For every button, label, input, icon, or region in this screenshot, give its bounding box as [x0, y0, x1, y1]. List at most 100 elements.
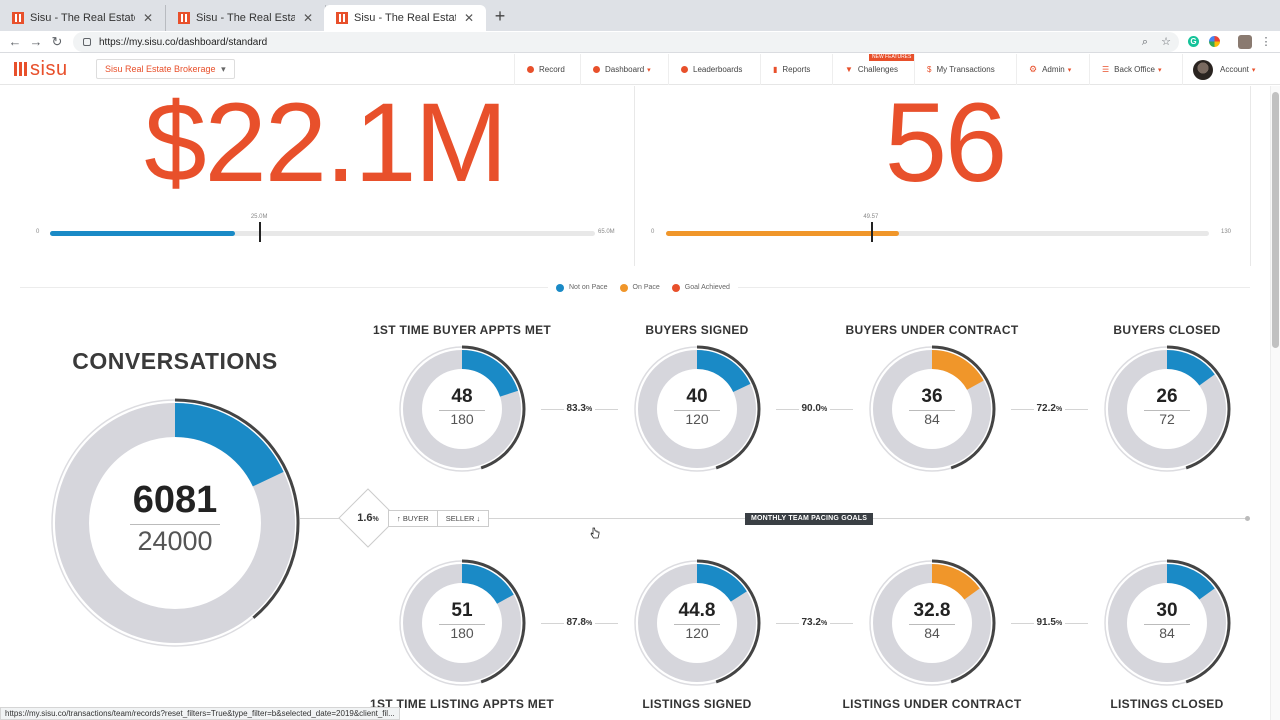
trophy-icon: ▼ [845, 65, 853, 74]
profile-avatar-icon[interactable] [1238, 35, 1252, 49]
seller-conversion-rate: 87.8% [563, 617, 596, 628]
conversion-rate-number: 73.2 [801, 617, 821, 628]
seller-toggle-button[interactable]: SELLER ↓ [436, 511, 489, 526]
seller-metric-4-ring[interactable] [1102, 558, 1232, 688]
buyer-conversion-rate: 72.2% [1033, 403, 1066, 414]
buyer-metric-3-actual: 36 [921, 386, 943, 407]
kpi-divider [1250, 86, 1251, 266]
buyer-toggle-button[interactable]: ↑ BUYER [397, 514, 429, 523]
seller-metric-2-ring[interactable] [632, 558, 762, 688]
seller-metric-4-goal: 84 [1159, 625, 1175, 642]
scrollbar-thumb[interactable] [1272, 92, 1279, 348]
chevron-down-icon: ▾ [1067, 66, 1072, 74]
scrollbar-track[interactable] [1270, 86, 1280, 720]
seller-conversion-rate: 91.5% [1033, 617, 1066, 628]
lock-icon [83, 38, 91, 46]
account-avatar[interactable] [1193, 60, 1213, 80]
legend-label: Not on Pace [569, 284, 608, 291]
buyer-metric-title: BUYERS SIGNED [645, 323, 749, 337]
buyer-seller-toggle[interactable]: ↑ BUYER SELLER ↓ [388, 510, 490, 527]
legend-dot [671, 283, 680, 292]
buyer-metric-3-divider [909, 410, 955, 411]
app-header: sisu Sisu Real Estate Brokerage ▾ Record… [0, 54, 1280, 85]
sisu-logo[interactable]: sisu [14, 57, 68, 80]
sisu-favicon-icon [12, 12, 24, 24]
nav-account[interactable]: Account ▾ [1182, 54, 1270, 85]
address-bar[interactable]: https://my.sisu.co/dashboard/standard [73, 32, 1179, 52]
buyer-metric-2-actual: 40 [686, 386, 708, 407]
legend-item-not-on-pace: Not on Pace [556, 283, 608, 292]
kpi-units-progress-fill [666, 231, 900, 236]
buyer-metric-3-ring[interactable] [867, 344, 997, 474]
buyer-metric-2-divider [674, 410, 720, 411]
seller-metric-3-ring[interactable] [867, 558, 997, 688]
back-arrow-icon[interactable]: ← [8, 34, 22, 49]
seller-conversion-rate: 73.2% [798, 617, 831, 628]
nav-challenges[interactable]: ▼ Challenges [832, 54, 914, 85]
nav-leaderboards[interactable]: Leaderboards [668, 54, 760, 85]
seller-metric-3-ring-pace-arc [931, 559, 996, 684]
leaderboards-icon [681, 66, 688, 73]
zoom-icon[interactable]: ⌕ [1141, 36, 1149, 48]
legend-label: Goal Achieved [684, 284, 730, 291]
buyer-metric-title: 1ST TIME BUYER APPTS MET [372, 323, 552, 337]
nav-label: My Transactions [936, 65, 995, 74]
buyer-metric-1-ring[interactable] [397, 344, 527, 474]
monthly-pacing-goals-label: MONTHLY TEAM PACING GOALS [745, 513, 874, 525]
buyer-metric-1-ring-progress [461, 350, 519, 398]
close-tab-icon[interactable]: ✕ [463, 11, 475, 25]
chevron-down-icon: ▾ [221, 64, 226, 74]
seller-metric-4-actual: 30 [1156, 600, 1178, 621]
buyer-metric-title: BUYERS CLOSED [1113, 323, 1221, 337]
browser-menu-icon[interactable]: ⋮ [1260, 36, 1272, 48]
nav-back-office[interactable]: ☰ Back Office ▾ [1089, 54, 1182, 85]
conversations-actual: 6081 [132, 479, 218, 521]
close-tab-icon[interactable]: ✕ [302, 11, 314, 25]
nav-record[interactable]: Record [514, 54, 580, 85]
transactions-icon: $ [927, 65, 932, 74]
buyer-metric-2-ring[interactable] [632, 344, 762, 474]
conversion-rate-number: 87.8 [566, 617, 586, 628]
buyer-metric-3-ring-pace-arc [931, 345, 996, 470]
conversion-rate-number: 90.0 [801, 403, 821, 414]
kpi-divider [634, 86, 635, 266]
seller-metric-2-ring-progress [696, 564, 747, 602]
nav-admin[interactable]: ⚙ Admin ▾ [1016, 54, 1089, 85]
grammarly-extension-icon[interactable]: G [1188, 36, 1199, 47]
browser-tab-1[interactable]: Sisu - The Real Estate Manage ✕ [0, 5, 166, 31]
nav-label: Reports [782, 65, 811, 74]
bar-chart-icon: ▮ [773, 65, 778, 74]
brokerage-selector[interactable]: Sisu Real Estate Brokerage ▾ [96, 59, 235, 79]
new-features-badge: NEW FEATURES [869, 54, 915, 61]
browser-tab-2[interactable]: Sisu - The Real Estate Manage ✕ [166, 5, 326, 31]
new-tab-button[interactable]: + [494, 6, 506, 26]
seller-metric-1-ring-pace-arc [461, 559, 526, 684]
logo-text: sisu [30, 57, 68, 80]
nav-dashboard[interactable]: Dashboard ▾ [580, 54, 668, 85]
conversations-ring-pace-arc [174, 398, 300, 619]
conversations-ring[interactable] [49, 397, 301, 649]
seller-metric-1-actual: 51 [451, 600, 473, 621]
browser-tab-active[interactable]: Sisu - The Real Estate Manage ✕ [324, 5, 486, 31]
reload-icon[interactable]: ↻ [51, 34, 63, 49]
buyer-metric-2-ring-pace-arc [696, 345, 761, 470]
buyer-metric-4-ring[interactable] [1102, 344, 1232, 474]
buyer-metric-4-ring-progress [1166, 350, 1215, 386]
nav-my-transactions[interactable]: $ My Transactions [914, 54, 1016, 85]
nav-reports[interactable]: ▮ Reports [760, 54, 832, 85]
kpi-units-min: 0 [651, 229, 655, 235]
gear-icon: ⚙ [1029, 64, 1038, 74]
sisu-favicon-icon [178, 12, 190, 24]
buyer-metric-3-goal: 84 [924, 411, 940, 428]
conversion-rate-unit: % [1055, 620, 1063, 627]
color-extension-icon[interactable] [1209, 36, 1220, 47]
nav-label: Account [1220, 65, 1249, 74]
seller-metric-2-actual: 44.8 [678, 600, 716, 621]
close-tab-icon[interactable]: ✕ [142, 11, 154, 25]
conversion-rate-unit: % [585, 620, 593, 627]
forward-arrow-icon[interactable]: → [29, 34, 43, 49]
buyer-metric-2-ring-progress [696, 350, 751, 393]
bookmark-star-icon[interactable]: ☆ [1161, 36, 1171, 48]
conversion-rate-number: 83.3 [566, 403, 586, 414]
seller-metric-1-ring[interactable] [397, 558, 527, 688]
